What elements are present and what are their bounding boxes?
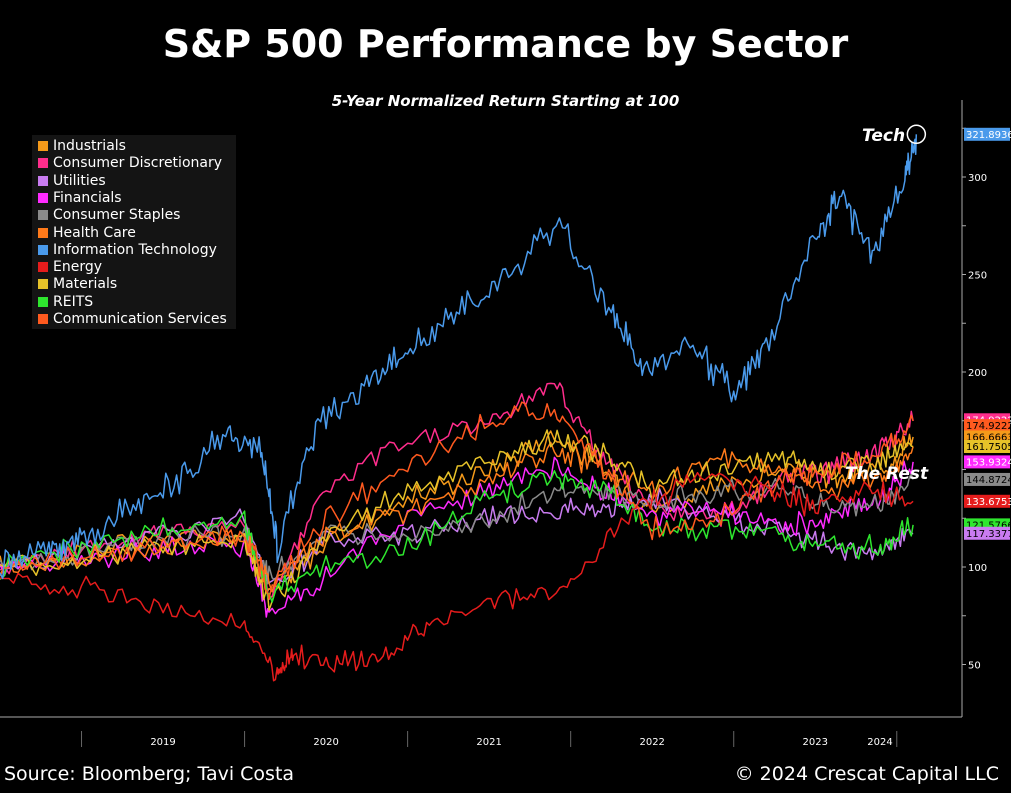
end-value-text: 321.8936 (966, 130, 1011, 141)
series-line-energy (0, 471, 914, 682)
end-value-label: 161.7505 (964, 439, 1011, 453)
end-value-box (964, 419, 1010, 433)
end-value-label: 117.3377 (964, 526, 1011, 540)
legend-label: Energy (53, 259, 103, 276)
y-tick-label: 300 (968, 173, 987, 184)
end-value-label: 133.6753 (964, 494, 1011, 508)
legend-item: REITS (38, 294, 93, 311)
series-line-information-technology (0, 134, 918, 580)
series-line-materials (0, 429, 914, 611)
legend-swatch (38, 262, 48, 273)
end-value-text: 144.8724 (966, 475, 1011, 486)
tech-end-marker (906, 124, 927, 145)
legend-item: Consumer Staples (38, 207, 180, 224)
x-year-label: 2023 (803, 737, 828, 748)
y-tick-label: 250 (968, 271, 987, 282)
legend-swatch (38, 175, 48, 186)
legend-swatch (38, 296, 48, 307)
end-value-text: 133.6753 (966, 497, 1011, 508)
end-value-label: 321.8936 (964, 127, 1011, 141)
end-value-text: 121.5766 (966, 520, 1011, 531)
legend-swatch (38, 192, 48, 203)
legend-item: Financials (38, 190, 122, 207)
y-tick-label: 200 (968, 368, 987, 379)
end-value-text: 153.9324 (966, 457, 1011, 468)
end-value-box (964, 127, 1010, 141)
legend-swatch (38, 158, 48, 169)
legend-swatch (38, 279, 48, 290)
legend-label: Health Care (53, 224, 136, 241)
x-year-label: 2021 (476, 737, 501, 748)
end-value-box (964, 494, 1010, 508)
end-value-label: 144.8724 (964, 472, 1011, 486)
end-value-box (964, 472, 1010, 486)
legend-item: Consumer Discretionary (38, 155, 222, 172)
legend-swatch (38, 314, 48, 324)
legend-item: Energy (38, 259, 102, 276)
end-value-box (964, 455, 1010, 469)
legend-label: Financials (53, 189, 122, 206)
chart-subtitle: 5-Year Normalized Return Starting at 100 (331, 92, 680, 110)
legend-swatch (38, 210, 48, 221)
annotation-the-rest: The Rest (845, 464, 929, 484)
legend-label: Consumer Discretionary (53, 155, 222, 172)
end-value-text: 166.6663 (966, 432, 1011, 443)
series-line-communication-services (0, 401, 914, 600)
legend-swatch (38, 227, 48, 238)
x-year-label: 2019 (150, 737, 175, 748)
x-year-label: 2024 (867, 737, 892, 748)
legend-label: Utilities (53, 172, 106, 189)
legend-item: Utilities (38, 173, 106, 190)
series-line-health-care (0, 441, 914, 593)
y-tick-label: 50 (968, 661, 981, 672)
legend-label: Materials (53, 276, 118, 293)
chart-title: S&P 500 Performance by Sector (162, 22, 849, 66)
legend-label: REITS (53, 293, 94, 310)
y-tick-label: 100 (968, 563, 987, 574)
chart-legend: Industrials Consumer Discretionary Utiliti… (32, 135, 236, 329)
series-line-reits (0, 470, 914, 603)
legend-item: Health Care (38, 225, 136, 242)
legend-label: Industrials (53, 138, 126, 154)
end-value-text: 161.7505 (966, 442, 1011, 453)
legend-item: Industrials (38, 138, 126, 155)
end-value-text: 117.3377 (966, 529, 1011, 540)
legend-label: Consumer Staples (53, 207, 181, 224)
x-year-label: 2020 (313, 737, 338, 748)
x-year-label: 2022 (639, 737, 664, 748)
legend-label: Communication Services (53, 311, 227, 327)
series-line-consumer-discretionary (0, 382, 914, 601)
legend-item: Information Technology (38, 242, 217, 259)
legend-item: Materials (38, 276, 117, 293)
legend-label: Information Technology (53, 241, 217, 258)
footer-copyright: © 2024 Crescat Capital LLC (734, 763, 999, 785)
legend-item: Communication Services (38, 311, 227, 328)
footer-source: Source: Bloomberg; Tavi Costa (4, 763, 295, 785)
end-value-label: 174.9222 (964, 419, 1011, 433)
end-value-box (964, 526, 1010, 540)
end-value-box (964, 439, 1010, 453)
end-value-label: 153.9324 (964, 455, 1011, 469)
legend-swatch (38, 244, 48, 255)
annotation-tech: Tech (862, 126, 906, 146)
end-value-text: 174.9222 (966, 421, 1011, 432)
legend-swatch (38, 141, 48, 151)
